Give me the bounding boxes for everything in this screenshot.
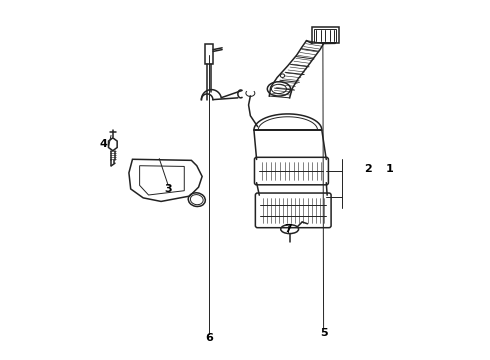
Text: 5: 5 [320,328,327,338]
Text: 4: 4 [100,139,108,149]
Text: 2: 2 [365,164,372,174]
Text: 7: 7 [284,224,292,234]
Text: 1: 1 [386,164,393,174]
Text: 3: 3 [164,184,172,194]
Text: 6: 6 [205,333,213,343]
Ellipse shape [280,74,285,77]
